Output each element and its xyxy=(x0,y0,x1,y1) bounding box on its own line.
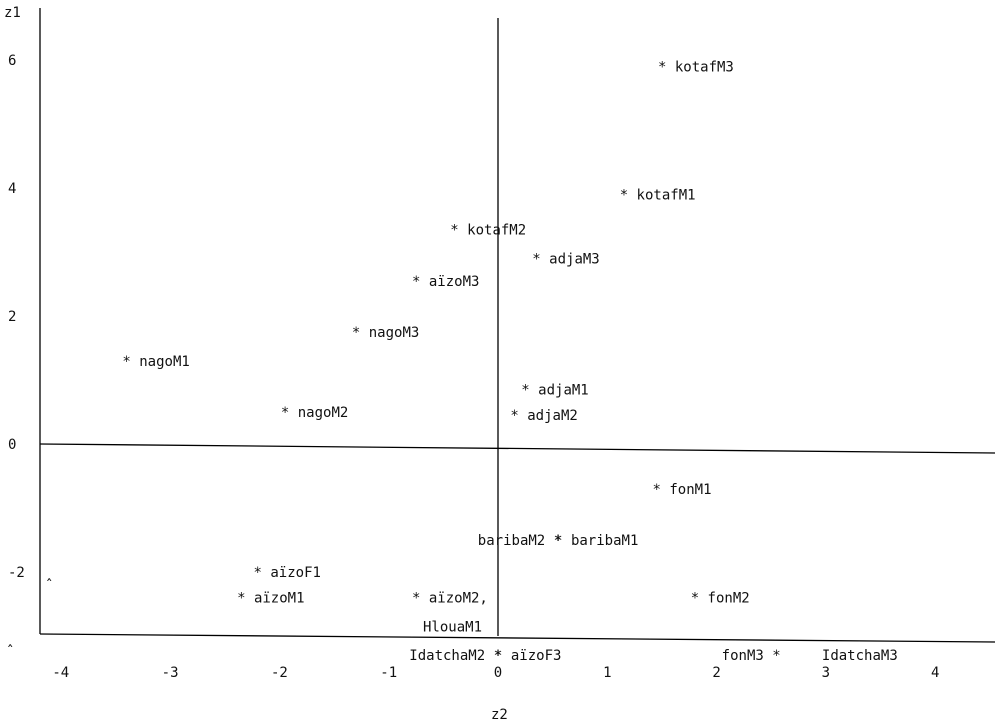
x-tick-label: -3 xyxy=(162,665,179,681)
data-point: * nagoM2 xyxy=(281,405,348,421)
x-tick-labels: -4 -3 -2 -1 0 1 2 3 4 xyxy=(52,665,939,681)
data-point: fonM3 * xyxy=(722,648,781,664)
data-point: * aïzoF3 xyxy=(494,648,561,664)
data-point: * adjaM2 xyxy=(510,408,577,424)
data-point: * adjaM3 xyxy=(532,251,599,267)
data-point: * aïzoF1 xyxy=(254,565,321,581)
data-point: * fonM1 xyxy=(653,482,712,498)
x-tick-label: 2 xyxy=(712,665,720,681)
data-points: * kotafM3 * kotafM1 * kotafM2 * adjaM3 * aïz… xyxy=(122,59,897,664)
data-point: * aïzoM3 xyxy=(412,274,479,290)
data-point: * kotafM2 xyxy=(450,223,526,239)
data-point: * nagoM3 xyxy=(352,325,419,341)
data-point: * kotafM3 xyxy=(658,59,734,75)
data-point: * aïzoM1 xyxy=(237,591,304,607)
y-tick-label: 0 xyxy=(8,437,16,453)
x-tick-label: 4 xyxy=(931,665,939,681)
data-point: * fonM2 xyxy=(691,591,750,607)
y-tick-labels: 86420-2 xyxy=(8,53,25,581)
data-point: IdatchaM3 xyxy=(822,648,898,664)
bottom-axis-line xyxy=(39,633,996,643)
x-tick-label: -4 xyxy=(52,665,69,681)
data-point: * baribaM1 xyxy=(554,533,638,549)
data-point: * aïzoM2, xyxy=(412,591,488,607)
y-tick-label: 6 xyxy=(8,53,16,69)
y-axis-label: z1 xyxy=(4,5,21,21)
data-point: * adjaM1 xyxy=(521,383,588,399)
data-point: * nagoM1 xyxy=(122,354,189,370)
data-point: HlouaM1 xyxy=(423,619,482,635)
x-tick-label: -1 xyxy=(380,665,397,681)
data-point: IdatchaM2 * xyxy=(409,648,502,664)
caret-mark: ˆ xyxy=(6,644,14,660)
x-axis-label: z2 xyxy=(491,707,508,723)
x-tick-label: 3 xyxy=(822,665,830,681)
x-tick-label: 0 xyxy=(494,665,502,681)
data-point: baribaM2 * xyxy=(478,533,562,549)
y-tick-label: 4 xyxy=(8,181,16,197)
x-tick-label: 1 xyxy=(603,665,611,681)
zero-horizontal-line xyxy=(39,443,996,454)
y-tick-label: 2 xyxy=(8,309,16,325)
data-point: * kotafM1 xyxy=(620,187,696,203)
y-tick-label: -2 xyxy=(8,565,25,581)
x-tick-label: -2 xyxy=(271,665,288,681)
caret-mark: ˆ xyxy=(45,578,53,594)
